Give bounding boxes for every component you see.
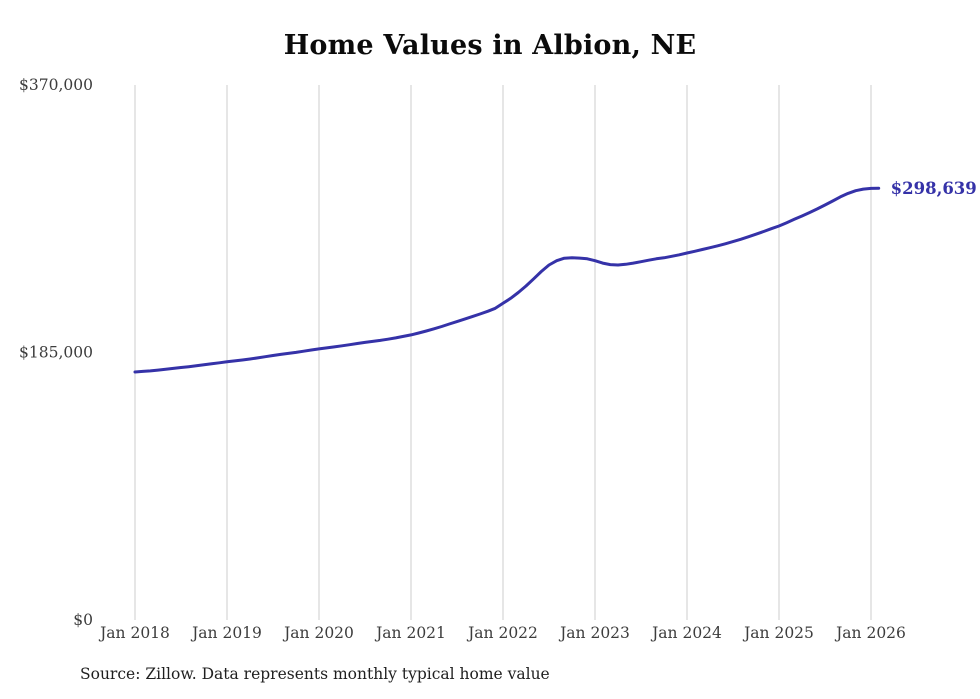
x-axis-label: Jan 2023 xyxy=(558,624,630,642)
x-axis-label: Jan 2024 xyxy=(650,624,722,642)
x-axis-label: Jan 2026 xyxy=(834,624,906,642)
y-axis-label: $370,000 xyxy=(19,76,93,94)
x-axis-label: Jan 2019 xyxy=(190,624,262,642)
chart-title: Home Values in Albion, NE xyxy=(283,30,697,61)
x-axis-label: Jan 2018 xyxy=(98,624,170,642)
x-axis-label: Jan 2025 xyxy=(742,624,814,642)
value-line xyxy=(133,186,881,374)
x-axis-label: Jan 2021 xyxy=(374,624,446,642)
x-axis-label: Jan 2020 xyxy=(282,624,354,642)
y-axis-label: $185,000 xyxy=(19,344,93,362)
y-axis-label: $0 xyxy=(73,611,93,629)
x-axis-label: Jan 2022 xyxy=(466,624,538,642)
current-value-label: $298,639 xyxy=(891,179,977,198)
source-note: Source: Zillow. Data represents monthly … xyxy=(80,665,550,683)
